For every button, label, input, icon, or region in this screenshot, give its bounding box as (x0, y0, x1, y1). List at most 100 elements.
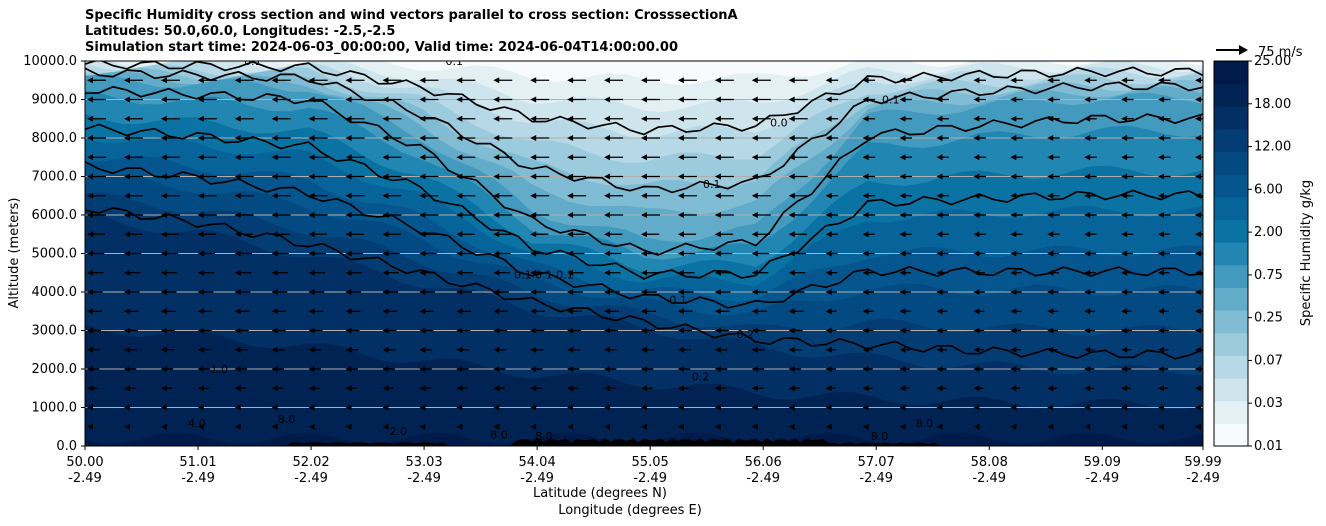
wind-vector (419, 423, 426, 430)
wind-vector-head (714, 404, 721, 411)
wind-vector-head (1084, 366, 1091, 372)
wind-vector (456, 231, 475, 238)
wind-vector-head (604, 115, 611, 122)
wind-vector-head (456, 327, 463, 334)
wind-vector (936, 115, 949, 122)
x-tick-label-lon: -2.49 (407, 471, 441, 486)
wind-vector (234, 327, 249, 334)
wind-vector-head (160, 289, 167, 295)
wind-vector (530, 250, 548, 257)
wind-vector-head (87, 423, 93, 430)
wind-vector (382, 404, 389, 411)
colorbar-segment (1214, 310, 1248, 334)
wind-vector (493, 404, 500, 411)
colorbar-segment (1214, 355, 1248, 379)
wind-vector-head (567, 212, 574, 218)
y-tick-label: 3000.0 (32, 324, 78, 339)
wind-vector (936, 404, 943, 411)
chart-title-line-1: Specific Humidity cross section and wind… (85, 8, 738, 23)
wind-vector (862, 404, 869, 411)
wind-vector (1010, 366, 1021, 372)
wind-vector-head (825, 77, 832, 84)
wind-vector (530, 77, 550, 84)
wind-vector-head (234, 327, 241, 334)
wind-vector (973, 327, 985, 334)
wind-vector-head (160, 250, 167, 257)
wind-vector-head (899, 135, 906, 141)
wind-vector-head (530, 212, 537, 218)
wind-vector (1047, 154, 1060, 161)
wind-vector-head (87, 289, 93, 295)
wind-vector (308, 192, 328, 199)
wind-vector-head (751, 173, 758, 180)
wind-vector (1121, 269, 1133, 276)
wind-vector (862, 423, 869, 430)
wind-vector (899, 308, 911, 315)
wind-vector-head (1047, 423, 1054, 430)
wind-vector-head (271, 231, 278, 238)
wind-vector (1084, 346, 1095, 353)
wind-vector (345, 385, 358, 392)
wind-vector (87, 231, 106, 238)
wind-vector (1121, 366, 1132, 372)
wind-vector (899, 231, 912, 238)
wind-vector-head (788, 173, 795, 180)
wind-vector (160, 96, 180, 103)
wind-vector-head (308, 115, 315, 122)
wind-vector-head (936, 192, 943, 199)
wind-vector-head (1121, 135, 1128, 141)
wind-vector-head (1010, 250, 1017, 257)
wind-vector-head (677, 250, 684, 257)
wind-vector-head (1047, 327, 1054, 334)
wind-vector (862, 77, 876, 84)
wind-vector (123, 404, 130, 411)
wind-vector-head (1195, 250, 1201, 257)
wind-vector (1010, 173, 1023, 180)
wind-vector-head (271, 385, 278, 392)
wind-vector (308, 327, 323, 334)
wind-vector (382, 366, 395, 372)
y-tick-label: 7000.0 (32, 170, 78, 185)
wind-vector-head (493, 423, 500, 430)
wind-vector (382, 385, 394, 392)
wind-vector (936, 192, 949, 199)
wind-vector-head (641, 385, 647, 392)
wind-vector-head (493, 154, 500, 161)
wind-vector (1010, 212, 1023, 218)
wind-vector-head (862, 115, 869, 122)
wind-vector-head (382, 250, 389, 257)
wind-vector (604, 77, 624, 84)
wind-vector (456, 404, 463, 411)
wind-vector (936, 173, 949, 180)
wind-vector (862, 269, 875, 276)
y-tick-label: 6000.0 (32, 208, 78, 223)
wind-vector (714, 385, 727, 392)
wind-vector-head (677, 404, 684, 411)
wind-vector (788, 135, 808, 141)
wind-vector-head (1195, 231, 1201, 238)
wind-vector-head (788, 327, 795, 334)
wind-vector-head (714, 385, 721, 392)
wind-vector (751, 423, 758, 430)
wind-vector-head (160, 308, 167, 315)
wind-vector-head (751, 154, 758, 161)
wind-vector-head (936, 346, 943, 353)
wind-vector-head (899, 212, 906, 218)
wind-vector (1158, 289, 1170, 295)
wind-vector-head (271, 404, 278, 411)
wind-vector (1121, 327, 1132, 334)
wind-vector-head (234, 96, 241, 103)
wind-vector-head (825, 308, 832, 315)
wind-vector (788, 77, 808, 84)
wind-vector-head (567, 192, 574, 199)
wind-vector-head (382, 308, 389, 315)
wind-vector (714, 77, 734, 84)
wind-vector-head (419, 308, 426, 315)
wind-vector (825, 154, 839, 161)
wind-vector-head (87, 96, 93, 103)
wind-vector (160, 423, 167, 430)
wind-vector (345, 154, 365, 161)
wind-vector-head (382, 404, 389, 411)
wind-vector (936, 135, 949, 141)
wind-vector (419, 231, 438, 238)
